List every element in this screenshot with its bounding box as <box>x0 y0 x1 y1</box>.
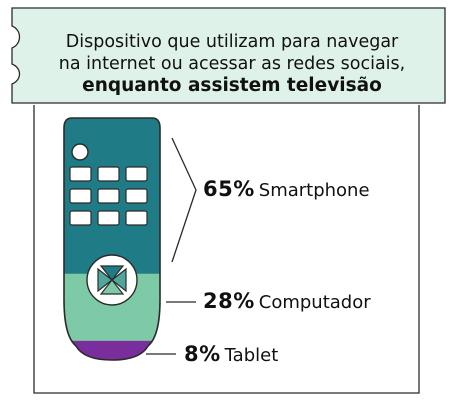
label-computador: 28% Computador <box>203 289 371 315</box>
bar-segment-tablet <box>64 340 160 360</box>
keypad-button-icon <box>97 210 120 226</box>
value-label: 8% <box>184 342 221 366</box>
frame-outline <box>33 105 420 394</box>
title-box <box>11 7 446 104</box>
leader-smartphone <box>171 137 197 263</box>
keypad-button-icon <box>97 188 120 204</box>
keypad-button-icon <box>125 210 148 226</box>
title-line-3: enquanto assistem televisão <box>82 75 382 96</box>
value-label: 65% <box>203 177 255 201</box>
keypad-icon <box>69 166 148 226</box>
keypad-button-icon <box>97 166 120 182</box>
label-tablet: 8% Tablet <box>184 342 278 368</box>
keypad-button-icon <box>125 188 148 204</box>
title-line-1: Dispositivo que utilizam para navegar <box>65 32 399 52</box>
dpad-icon <box>86 254 138 306</box>
category-label: Smartphone <box>258 180 370 201</box>
power-button-icon <box>71 143 89 161</box>
keypad-button-icon <box>69 210 92 226</box>
value-label: 28% <box>203 289 255 313</box>
keypad-button-icon <box>125 166 148 182</box>
category-label: Computador <box>258 292 371 313</box>
title-line-2: na internet ou acessar as redes sociais, <box>58 54 406 74</box>
category-label: Tablet <box>224 345 279 366</box>
keypad-button-icon <box>69 166 92 182</box>
label-smartphone: 65% Smartphone <box>203 177 370 203</box>
remote-outline <box>63 117 161 361</box>
keypad-button-icon <box>69 188 92 204</box>
